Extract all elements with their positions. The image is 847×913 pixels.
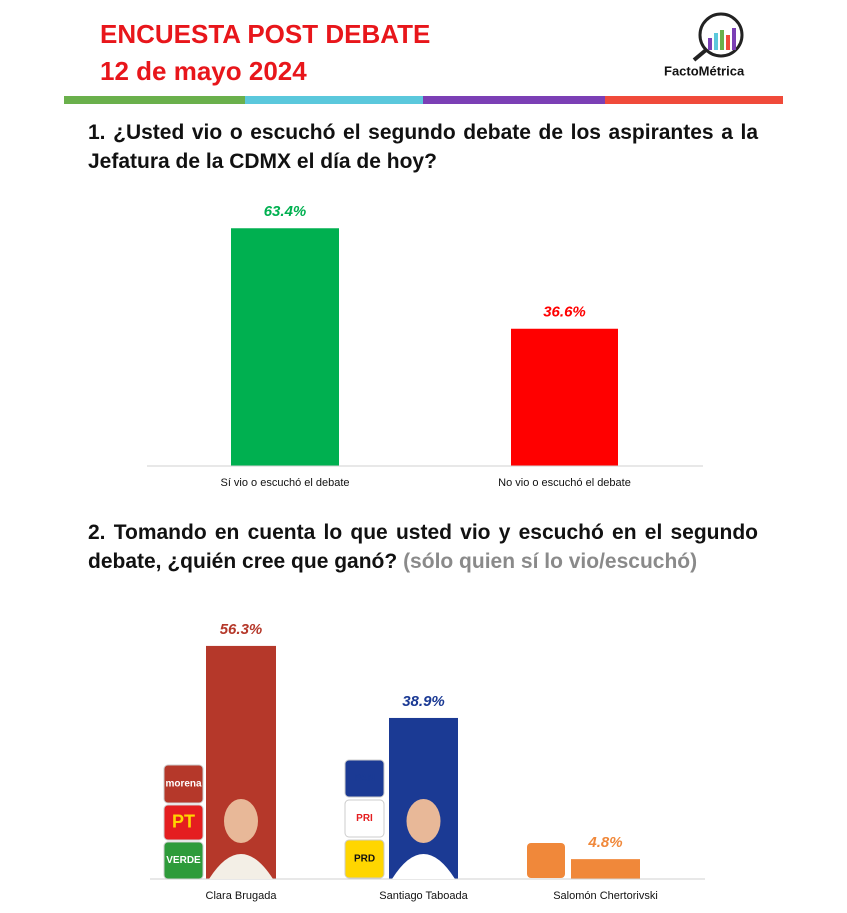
party-logo-text: VERDE [166, 855, 201, 866]
candidate-photo [209, 854, 273, 879]
value-label: 4.8% [587, 834, 622, 851]
bar [231, 228, 339, 466]
candidate-photo [392, 854, 455, 879]
party-logo [163, 764, 204, 804]
category-label: Santiago Taboada [379, 890, 468, 902]
question-text: 2. Tomando en cuenta lo que usted vio y … [88, 521, 758, 573]
stripe [245, 96, 423, 104]
value-label: 36.6% [543, 304, 586, 321]
stripe [64, 96, 245, 104]
bar [511, 328, 618, 466]
candidate-photo [406, 799, 441, 843]
party-logo [527, 843, 565, 878]
stripe [605, 96, 783, 104]
bar [206, 645, 276, 879]
question-note: (sólo quien sí lo vio/escuchó) [403, 550, 698, 573]
category-label: Salomón Chertorivski [553, 890, 658, 902]
party-logo-text: morena [165, 779, 202, 790]
party-logo [344, 799, 385, 838]
party-logo-text: PRD [354, 854, 375, 865]
value-label: 38.9% [402, 693, 445, 710]
party-logo [344, 759, 385, 798]
brand-logo: FactoMétrica [664, 12, 745, 78]
question: 2. Tomando en cuenta lo que usted vio y … [88, 518, 758, 576]
party-logo [344, 839, 385, 879]
category-label: No vio o escuchó el debate [498, 477, 631, 489]
value-label: 63.4% [264, 203, 307, 220]
party-logo [163, 804, 204, 841]
bar [389, 717, 458, 879]
date: 12 de mayo 2024 [100, 56, 307, 86]
party-logo-text: PAN [354, 773, 374, 784]
category-label: Clara Brugada [206, 890, 278, 902]
question: 1. ¿Usted vio o escuchó el segundo debat… [88, 121, 758, 173]
brand: FactoMétrica [664, 63, 745, 78]
title: ENCUESTA POST DEBATE [100, 19, 430, 49]
value-label: 56.3% [220, 621, 263, 638]
bar [571, 859, 640, 879]
party-logo-text: PRI [356, 813, 373, 824]
stripe [423, 96, 605, 104]
candidate-photo [224, 799, 258, 843]
category-label: Sí vio o escuchó el debate [220, 477, 349, 489]
party-logo-text: PT [172, 811, 195, 831]
party-logo [163, 841, 204, 880]
